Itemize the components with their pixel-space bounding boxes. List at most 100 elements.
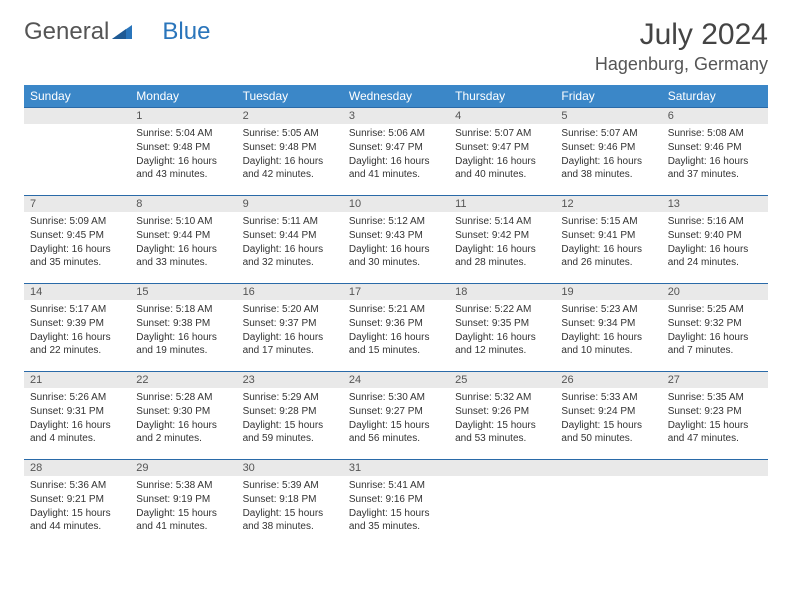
day-content: Sunrise: 5:25 AMSunset: 9:32 PMDaylight:…	[662, 300, 768, 363]
calendar-day-cell: 24Sunrise: 5:30 AMSunset: 9:27 PMDayligh…	[343, 372, 449, 460]
day-content: Sunrise: 5:06 AMSunset: 9:47 PMDaylight:…	[343, 124, 449, 187]
header: General Blue July 2024 Hagenburg, German…	[24, 18, 768, 75]
day-number: 1	[130, 108, 236, 124]
sunset-text: Sunset: 9:48 PM	[136, 141, 230, 154]
sunset-text: Sunset: 9:38 PM	[136, 317, 230, 330]
daylight-text: Daylight: 15 hours and 38 minutes.	[243, 507, 337, 533]
sunset-text: Sunset: 9:24 PM	[561, 405, 655, 418]
sunrise-text: Sunrise: 5:11 AM	[243, 215, 337, 228]
day-number: 25	[449, 372, 555, 388]
day-number	[449, 460, 555, 476]
day-content: Sunrise: 5:10 AMSunset: 9:44 PMDaylight:…	[130, 212, 236, 275]
calendar-day-cell: 12Sunrise: 5:15 AMSunset: 9:41 PMDayligh…	[555, 196, 661, 284]
sunset-text: Sunset: 9:37 PM	[243, 317, 337, 330]
day-number: 24	[343, 372, 449, 388]
day-content: Sunrise: 5:35 AMSunset: 9:23 PMDaylight:…	[662, 388, 768, 451]
day-content: Sunrise: 5:41 AMSunset: 9:16 PMDaylight:…	[343, 476, 449, 539]
daylight-text: Daylight: 16 hours and 41 minutes.	[349, 155, 443, 181]
calendar-day-cell: 5Sunrise: 5:07 AMSunset: 9:46 PMDaylight…	[555, 108, 661, 196]
daylight-text: Daylight: 16 hours and 12 minutes.	[455, 331, 549, 357]
sunrise-text: Sunrise: 5:04 AM	[136, 127, 230, 140]
sunset-text: Sunset: 9:47 PM	[455, 141, 549, 154]
calendar-day-cell: 9Sunrise: 5:11 AMSunset: 9:44 PMDaylight…	[237, 196, 343, 284]
title-block: July 2024 Hagenburg, Germany	[595, 18, 768, 75]
sunset-text: Sunset: 9:23 PM	[668, 405, 762, 418]
calendar-day-cell: 30Sunrise: 5:39 AMSunset: 9:18 PMDayligh…	[237, 460, 343, 548]
calendar-day-cell	[24, 108, 130, 196]
sunrise-text: Sunrise: 5:33 AM	[561, 391, 655, 404]
calendar-day-cell: 17Sunrise: 5:21 AMSunset: 9:36 PMDayligh…	[343, 284, 449, 372]
day-content: Sunrise: 5:39 AMSunset: 9:18 PMDaylight:…	[237, 476, 343, 539]
sunrise-text: Sunrise: 5:21 AM	[349, 303, 443, 316]
logo-text-general: General	[24, 18, 109, 46]
calendar-day-cell: 11Sunrise: 5:14 AMSunset: 9:42 PMDayligh…	[449, 196, 555, 284]
day-number: 29	[130, 460, 236, 476]
calendar-week-row: 7Sunrise: 5:09 AMSunset: 9:45 PMDaylight…	[24, 196, 768, 284]
day-content: Sunrise: 5:33 AMSunset: 9:24 PMDaylight:…	[555, 388, 661, 451]
sunset-text: Sunset: 9:27 PM	[349, 405, 443, 418]
day-number: 4	[449, 108, 555, 124]
day-number: 30	[237, 460, 343, 476]
day-content: Sunrise: 5:09 AMSunset: 9:45 PMDaylight:…	[24, 212, 130, 275]
day-content: Sunrise: 5:14 AMSunset: 9:42 PMDaylight:…	[449, 212, 555, 275]
daylight-text: Daylight: 16 hours and 4 minutes.	[30, 419, 124, 445]
sunset-text: Sunset: 9:18 PM	[243, 493, 337, 506]
daylight-text: Daylight: 16 hours and 24 minutes.	[668, 243, 762, 269]
day-content: Sunrise: 5:28 AMSunset: 9:30 PMDaylight:…	[130, 388, 236, 451]
daylight-text: Daylight: 16 hours and 17 minutes.	[243, 331, 337, 357]
sunrise-text: Sunrise: 5:41 AM	[349, 479, 443, 492]
day-number	[555, 460, 661, 476]
day-number: 18	[449, 284, 555, 300]
day-content: Sunrise: 5:15 AMSunset: 9:41 PMDaylight:…	[555, 212, 661, 275]
calendar-day-cell: 18Sunrise: 5:22 AMSunset: 9:35 PMDayligh…	[449, 284, 555, 372]
calendar-day-cell: 10Sunrise: 5:12 AMSunset: 9:43 PMDayligh…	[343, 196, 449, 284]
calendar-day-cell: 4Sunrise: 5:07 AMSunset: 9:47 PMDaylight…	[449, 108, 555, 196]
daylight-text: Daylight: 16 hours and 37 minutes.	[668, 155, 762, 181]
day-content: Sunrise: 5:05 AMSunset: 9:48 PMDaylight:…	[237, 124, 343, 187]
daylight-text: Daylight: 15 hours and 53 minutes.	[455, 419, 549, 445]
calendar-day-cell: 13Sunrise: 5:16 AMSunset: 9:40 PMDayligh…	[662, 196, 768, 284]
calendar-day-cell: 31Sunrise: 5:41 AMSunset: 9:16 PMDayligh…	[343, 460, 449, 548]
daylight-text: Daylight: 15 hours and 41 minutes.	[136, 507, 230, 533]
sunset-text: Sunset: 9:31 PM	[30, 405, 124, 418]
logo-triangle-icon	[112, 18, 132, 46]
daylight-text: Daylight: 16 hours and 42 minutes.	[243, 155, 337, 181]
sunset-text: Sunset: 9:43 PM	[349, 229, 443, 242]
daylight-text: Daylight: 15 hours and 47 minutes.	[668, 419, 762, 445]
sunset-text: Sunset: 9:35 PM	[455, 317, 549, 330]
sunset-text: Sunset: 9:48 PM	[243, 141, 337, 154]
day-content: Sunrise: 5:08 AMSunset: 9:46 PMDaylight:…	[662, 124, 768, 187]
sunrise-text: Sunrise: 5:26 AM	[30, 391, 124, 404]
calendar-day-cell	[449, 460, 555, 548]
calendar-day-cell: 25 Sunrise: 5:32 AMSunset: 9:26 PMDayligh…	[449, 372, 555, 460]
weekday-header: Sunday	[24, 85, 130, 108]
sunset-text: Sunset: 9:32 PM	[668, 317, 762, 330]
sunset-text: Sunset: 9:30 PM	[136, 405, 230, 418]
day-content: Sunrise: 5:36 AMSunset: 9:21 PMDaylight:…	[24, 476, 130, 539]
daylight-text: Daylight: 16 hours and 26 minutes.	[561, 243, 655, 269]
day-number: 20	[662, 284, 768, 300]
sunrise-text: Sunrise: 5:08 AM	[668, 127, 762, 140]
calendar-week-row: 14Sunrise: 5:17 AMSunset: 9:39 PMDayligh…	[24, 284, 768, 372]
daylight-text: Daylight: 16 hours and 43 minutes.	[136, 155, 230, 181]
calendar-day-cell: 6Sunrise: 5:08 AMSunset: 9:46 PMDaylight…	[662, 108, 768, 196]
day-number: 21	[24, 372, 130, 388]
sunrise-text: Sunrise: 5:07 AM	[455, 127, 549, 140]
day-content: Sunrise: 5:17 AMSunset: 9:39 PMDaylight:…	[24, 300, 130, 363]
calendar-week-row: 28Sunrise: 5:36 AMSunset: 9:21 PMDayligh…	[24, 460, 768, 548]
sunrise-text: Sunrise: 5:05 AM	[243, 127, 337, 140]
day-content: Sunrise: 5:21 AMSunset: 9:36 PMDaylight:…	[343, 300, 449, 363]
weekday-header: Tuesday	[237, 85, 343, 108]
daylight-text: Daylight: 15 hours and 59 minutes.	[243, 419, 337, 445]
day-number: 12	[555, 196, 661, 212]
sunrise-text: Sunrise: 5:16 AM	[668, 215, 762, 228]
day-number: 22	[130, 372, 236, 388]
day-number: 28	[24, 460, 130, 476]
sunrise-text: Sunrise: 5:32 AM	[455, 391, 549, 404]
sunset-text: Sunset: 9:26 PM	[455, 405, 549, 418]
day-content: Sunrise: 5:38 AMSunset: 9:19 PMDaylight:…	[130, 476, 236, 539]
sunrise-text: Sunrise: 5:36 AM	[30, 479, 124, 492]
daylight-text: Daylight: 16 hours and 32 minutes.	[243, 243, 337, 269]
calendar-day-cell: 14Sunrise: 5:17 AMSunset: 9:39 PMDayligh…	[24, 284, 130, 372]
sunrise-text: Sunrise: 5:23 AM	[561, 303, 655, 316]
